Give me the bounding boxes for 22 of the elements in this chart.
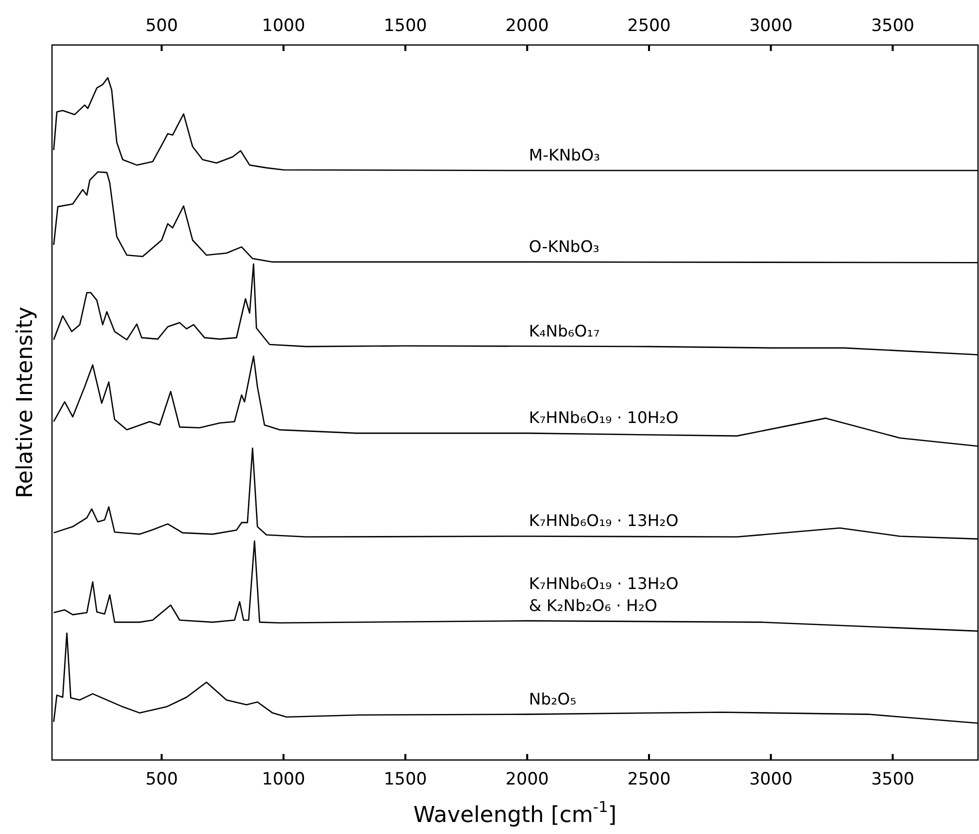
x-tick-label: 3500 (871, 770, 914, 790)
series-label: K₇HNb₆O₁₉ · 13H₂O (528, 511, 678, 530)
x-tick-label: 500 (145, 770, 178, 790)
x2-tick-label: 2500 (627, 16, 671, 36)
x2-tick-label: 500 (145, 16, 178, 36)
series-label: K₇HNb₆O₁₉ · 10H₂O (528, 408, 678, 428)
y-axis-title: Relative Intensity (13, 306, 38, 498)
series-label: M-KNbO₃ (528, 146, 600, 165)
x-tick-label: 3000 (749, 770, 792, 790)
series-label: Nb₂O₅ (528, 689, 576, 708)
x2-tick-label: 3000 (749, 16, 792, 36)
x2-tick-label: 2000 (506, 16, 549, 36)
x-tick-label: 2500 (627, 770, 671, 790)
x-tick-label: 1000 (262, 770, 306, 790)
x-tick-label: 1500 (384, 770, 427, 790)
x2-tick-label: 1500 (384, 16, 427, 36)
series-label: K₄Nb₆O₁₇ (528, 322, 600, 341)
x-tick-label: 2000 (506, 770, 549, 790)
series-label: K₇HNb₆O₁₉ · 13H₂O & K₂Nb₂O₆ · H₂O (528, 574, 678, 615)
x2-tick-label: 1000 (262, 16, 306, 36)
series-label: O-KNbO₃ (528, 236, 600, 256)
x2-tick-label: 3500 (871, 16, 914, 36)
